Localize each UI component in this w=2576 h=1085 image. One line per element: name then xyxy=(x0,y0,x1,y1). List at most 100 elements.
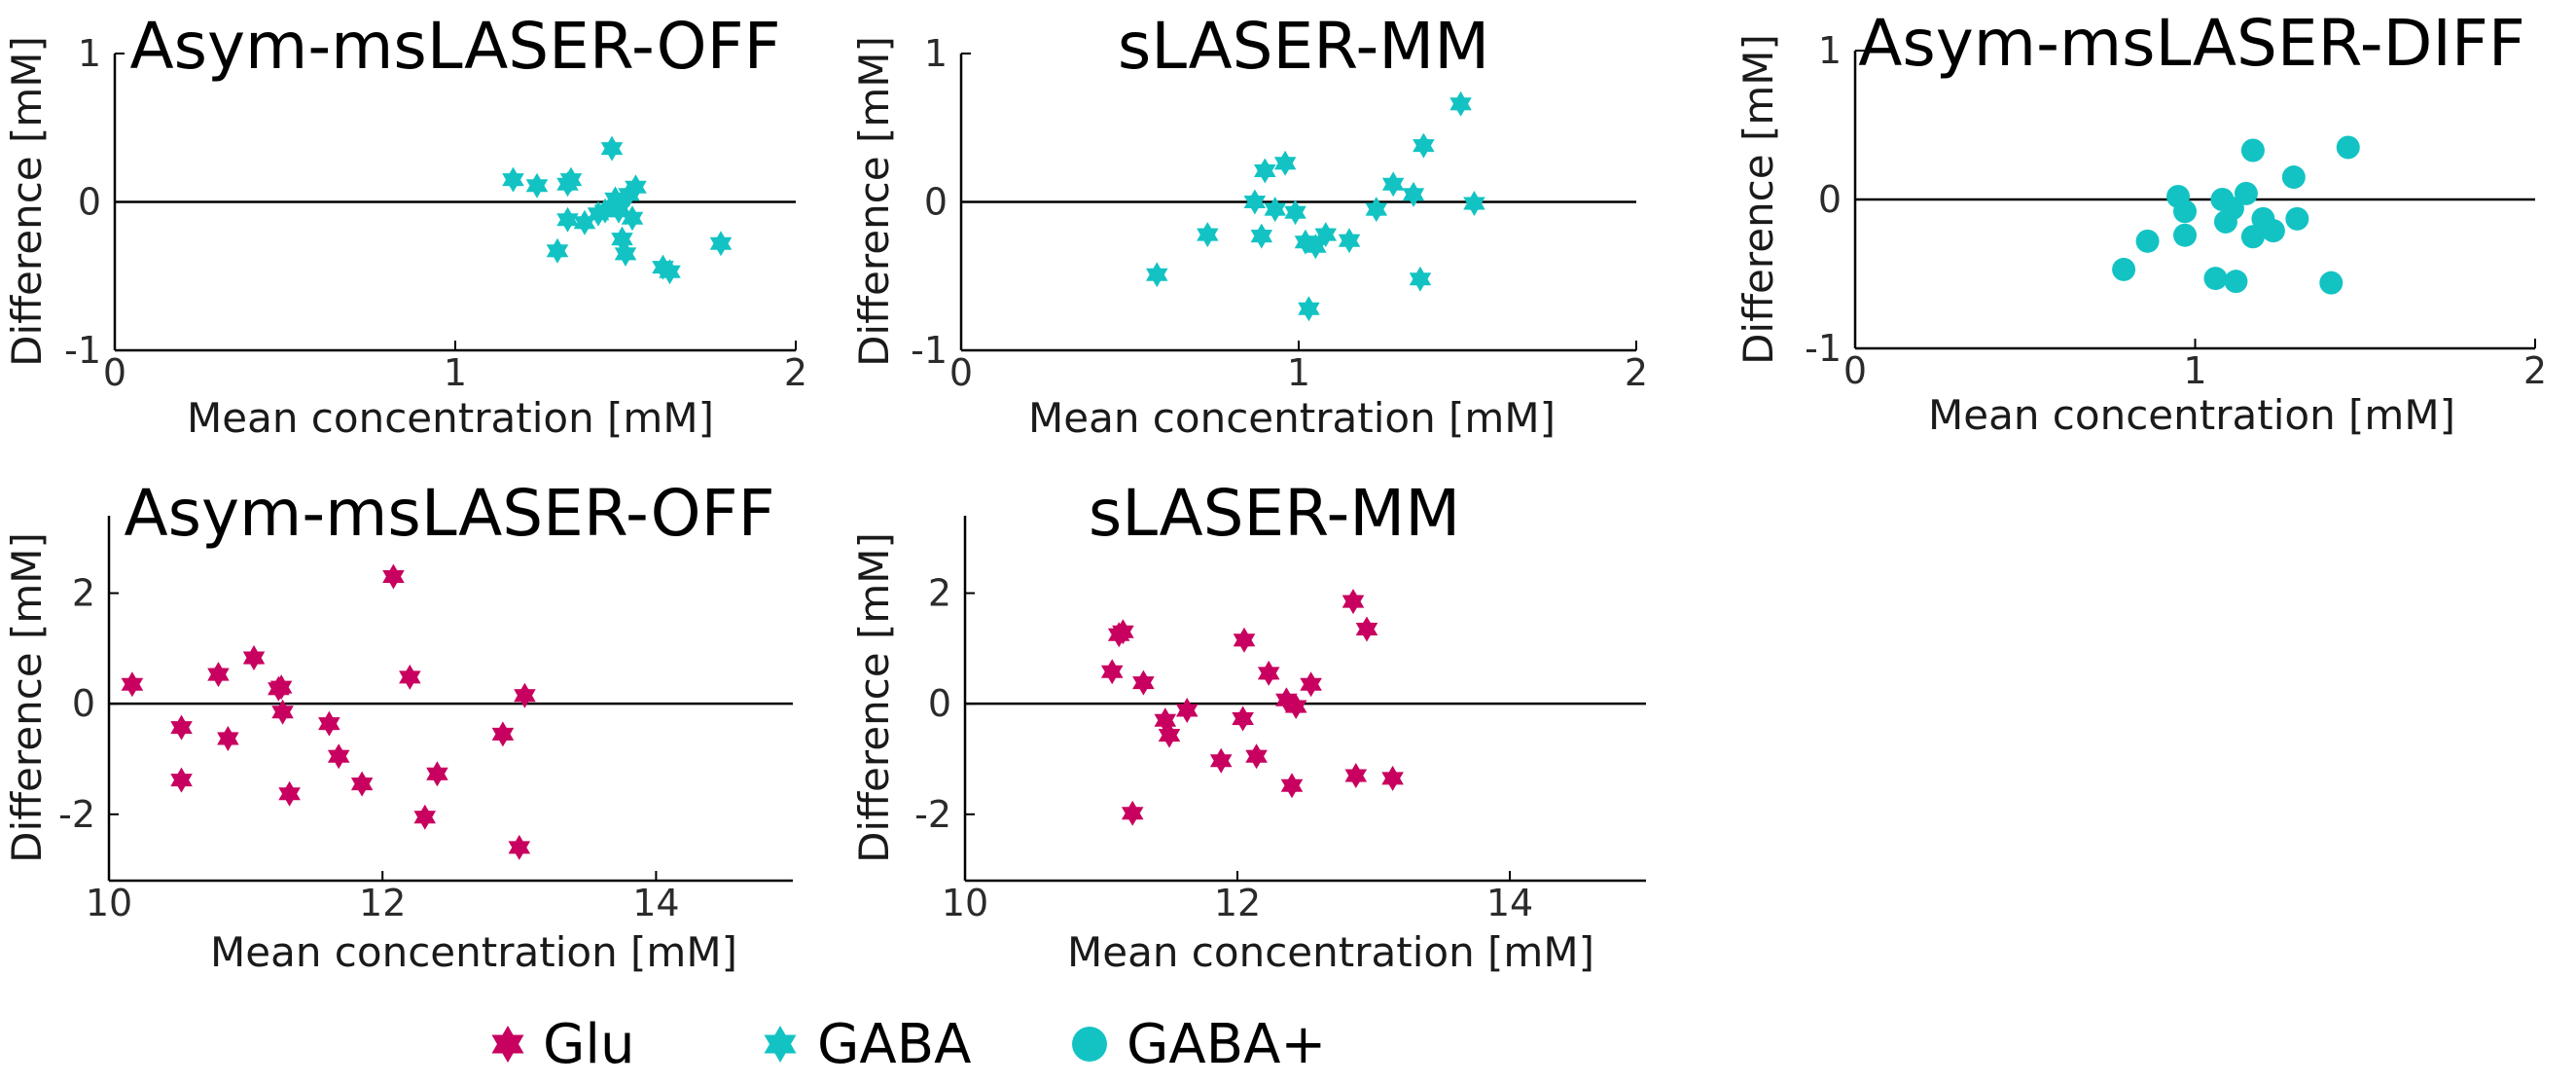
y-tick-label: 0 xyxy=(1818,178,1842,221)
panel-title: sLASER-MM xyxy=(1089,476,1460,551)
data-point xyxy=(2135,229,2160,253)
data-point xyxy=(502,166,524,193)
data-point xyxy=(170,767,193,793)
data-point xyxy=(1250,223,1273,249)
data-point xyxy=(1264,197,1286,223)
x-tick-label: 14 xyxy=(1486,882,1533,924)
x-tick-label: 1 xyxy=(1287,351,1310,394)
panel-title: Asym-msLASER-OFF xyxy=(124,476,774,551)
legend-hexagram-icon xyxy=(491,1026,524,1063)
legend-hexagram-icon xyxy=(764,1026,797,1063)
legend-label: GABA+ xyxy=(1127,1013,1326,1076)
data-point xyxy=(1209,747,1233,774)
data-point xyxy=(600,135,624,162)
data-point xyxy=(2220,197,2244,221)
data-point xyxy=(1402,181,1425,207)
data-point xyxy=(382,563,405,590)
data-point xyxy=(1146,262,1168,288)
data-point xyxy=(269,674,293,701)
data-point xyxy=(278,780,301,807)
data-point xyxy=(1112,619,1134,645)
data-point xyxy=(1158,722,1181,748)
data-point xyxy=(1298,296,1320,322)
data-point xyxy=(1197,222,1219,248)
data-point xyxy=(350,771,374,797)
legend-label: GABA xyxy=(817,1013,971,1076)
x-axis-label: Mean concentration [mM] xyxy=(187,394,714,442)
panel-5: 10 12 14 -2 0 2 sLASER-MM Mean concentration [m… xyxy=(850,476,1646,976)
data-point xyxy=(1413,132,1435,159)
data-point xyxy=(1100,659,1124,685)
y-tick-label: -1 xyxy=(64,329,101,372)
data-point xyxy=(2234,181,2258,205)
data-point xyxy=(1280,773,1304,799)
x-tick-label: 2 xyxy=(2523,349,2547,392)
data-point xyxy=(525,172,549,199)
x-tick-label: 10 xyxy=(942,882,988,924)
y-axis-label: Difference [mM] xyxy=(850,532,898,863)
y-tick-label: 1 xyxy=(1818,29,1842,72)
data-point xyxy=(659,259,681,285)
data-point xyxy=(1121,800,1144,826)
data-point xyxy=(1243,189,1267,215)
y-tick-label: 0 xyxy=(78,181,101,224)
data-point xyxy=(2203,267,2228,291)
data-point xyxy=(559,166,583,193)
panel-title: Asym-msLASER-OFF xyxy=(129,9,780,84)
data-point xyxy=(1314,222,1337,248)
data-point xyxy=(546,237,569,264)
data-point xyxy=(607,198,630,224)
x-tick-label: 0 xyxy=(1843,349,1867,392)
data-point xyxy=(1284,199,1306,226)
data-point xyxy=(242,645,266,670)
data-point xyxy=(1409,266,1432,292)
x-axis-label: Mean concentration [mM] xyxy=(210,928,737,976)
panel-title: Asym-msLASER-DIFF xyxy=(1858,6,2525,81)
data-point xyxy=(2112,257,2136,281)
data-point xyxy=(556,206,579,233)
data-point xyxy=(1245,743,1268,770)
legend: Glu GABA GABA+ xyxy=(491,1013,1326,1076)
x-tick-label: 10 xyxy=(86,882,132,924)
data-point xyxy=(1284,694,1307,719)
panel-title: sLASER-MM xyxy=(1118,9,1489,84)
y-tick-label: -1 xyxy=(911,329,948,372)
y-tick-label: 2 xyxy=(928,572,951,615)
data-point xyxy=(1365,197,1388,223)
y-tick-label: -2 xyxy=(58,793,95,836)
data-point xyxy=(614,240,637,267)
y-tick-label: 0 xyxy=(72,682,95,725)
x-tick-label: 2 xyxy=(1625,351,1648,394)
x-tick-label: 1 xyxy=(2183,349,2206,392)
data-point xyxy=(1232,705,1254,732)
data-point xyxy=(426,761,448,787)
y-axis-label: Difference [mM] xyxy=(850,36,898,367)
data-point xyxy=(1449,90,1472,117)
data-point xyxy=(1294,229,1317,255)
x-tick-label: 0 xyxy=(949,351,973,394)
data-point xyxy=(2285,206,2309,231)
x-axis-label: Mean concentration [mM] xyxy=(1028,394,1556,442)
data-point xyxy=(1463,191,1485,216)
data-point xyxy=(1381,171,1405,198)
data-point xyxy=(625,174,647,200)
data-point xyxy=(2261,219,2285,243)
data-point xyxy=(709,231,733,257)
data-point xyxy=(1273,150,1297,176)
legend-item-gabaplus: GABA+ xyxy=(1072,1013,1326,1076)
x-tick-label: 1 xyxy=(444,351,467,394)
data-point xyxy=(491,721,515,747)
x-tick-label: 12 xyxy=(1214,882,1261,924)
data-point xyxy=(1132,669,1155,696)
panel-4: 10 12 14 -2 0 2 Asym-msLASER-OFF Mean concentra… xyxy=(3,476,793,976)
data-point xyxy=(1175,698,1199,723)
data-point xyxy=(271,699,294,725)
x-axis-label: Mean concentration [mM] xyxy=(1928,391,2455,439)
x-tick-label: 2 xyxy=(784,351,807,394)
y-tick-label: 1 xyxy=(924,32,948,75)
data-point xyxy=(1300,671,1322,698)
